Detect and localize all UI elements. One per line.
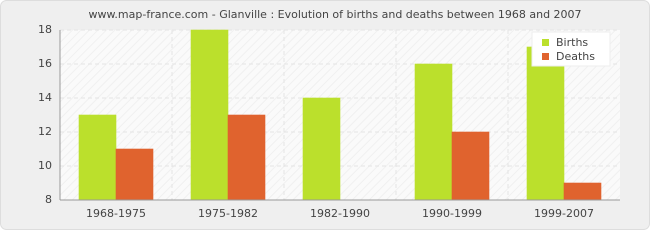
bar: [451, 131, 490, 201]
y-tick-label: 16: [38, 57, 52, 70]
y-tick-label: 12: [38, 125, 52, 138]
bar: [115, 148, 154, 201]
bar: [78, 114, 117, 201]
y-tick-label: 10: [38, 159, 52, 172]
y-tick-label: 18: [38, 23, 52, 36]
legend-label: Deaths: [556, 50, 595, 63]
x-tick-label: 1982-1990: [310, 207, 370, 220]
y-tick-label: 14: [38, 91, 52, 104]
bar: [227, 114, 266, 201]
bar: [302, 97, 341, 201]
legend-swatch: [542, 53, 549, 60]
chart-title: www.map-france.com - Glanville : Evoluti…: [88, 8, 581, 21]
x-tick-label: 1975-1982: [198, 207, 258, 220]
bar: [190, 29, 229, 201]
x-tick-label: 1968-1975: [86, 207, 146, 220]
legend-box: [531, 31, 611, 67]
x-tick-label: 1990-1999: [422, 207, 482, 220]
x-tick-label: 1999-2007: [534, 207, 594, 220]
bar: [414, 63, 453, 201]
legend-label: Births: [556, 36, 588, 49]
y-tick-label: 8: [45, 193, 52, 206]
chart: www.map-france.com - Glanville : Evoluti…: [0, 0, 650, 230]
bar: [563, 182, 602, 201]
bar: [526, 46, 565, 201]
legend-swatch: [542, 39, 549, 46]
